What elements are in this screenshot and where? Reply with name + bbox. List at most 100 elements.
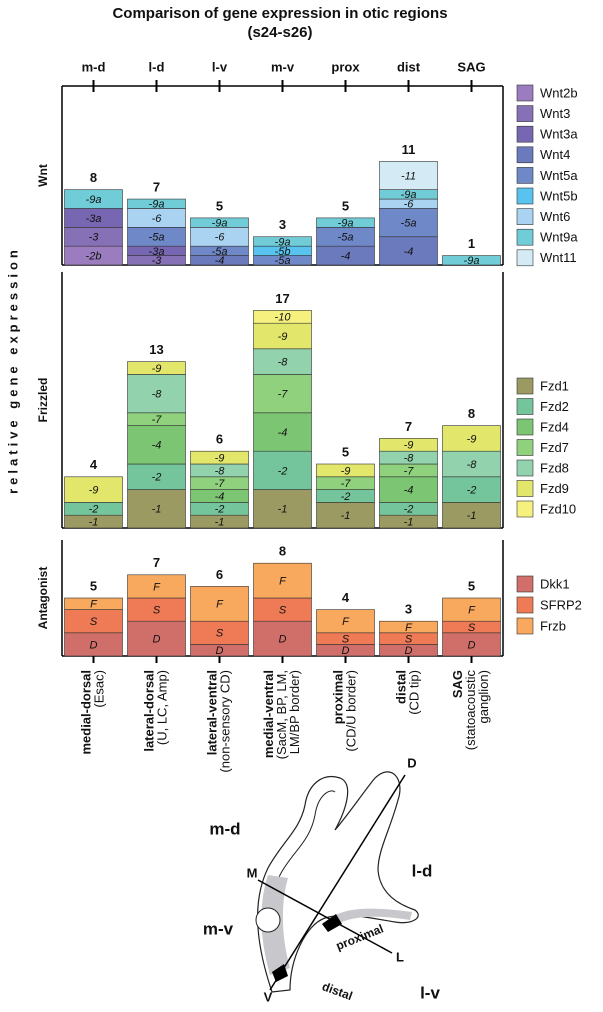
total-label: 8 (90, 170, 97, 185)
segment-label: F (342, 616, 350, 628)
x-tick-label: m-d (82, 59, 106, 74)
region-note: LM/BP border) (287, 670, 302, 754)
region-note: ganglion) (476, 670, 491, 724)
segment-label: -1 (89, 517, 99, 529)
total-label: 5 (342, 198, 349, 213)
segment (253, 412, 312, 452)
segment-label: -4 (404, 246, 414, 258)
segment (379, 476, 438, 503)
total-label: 8 (279, 544, 286, 559)
total-label: 1 (468, 236, 475, 251)
x-tick-label: SAG (457, 59, 485, 74)
legend-label: Wnt5a (540, 168, 578, 183)
segment-label: -1 (404, 517, 414, 529)
segment-label: -6 (215, 232, 226, 244)
total-label: 6 (216, 567, 223, 582)
total-label: 7 (153, 179, 160, 194)
segment-label: -9a (401, 189, 417, 201)
legend-swatch (516, 398, 534, 415)
region-name: medial-ventral (261, 670, 276, 758)
segment-label: -9 (278, 331, 288, 343)
segment-label: -1 (341, 510, 351, 522)
segment-label: -2b (86, 250, 102, 262)
segment (316, 502, 375, 529)
total-label: 4 (90, 457, 98, 472)
segment-label: D (342, 645, 350, 657)
segment-label: -6 (404, 199, 415, 211)
segment (316, 609, 375, 634)
segment (127, 198, 186, 209)
segment-label: -9a (149, 199, 165, 211)
diagram-label: l-d (412, 861, 433, 880)
segment-label: S (90, 616, 98, 628)
diagram-label: m-v (203, 919, 234, 938)
x-tick-label: l-d (149, 59, 165, 74)
legend-label: Dkk1 (540, 576, 570, 591)
segment (127, 463, 186, 490)
diagram-label: l-v (420, 983, 440, 1002)
segment-label: -9a (86, 194, 102, 206)
segment-label: -8 (404, 453, 415, 465)
legend-label: Fzd9 (540, 481, 569, 496)
axis-ml (257, 879, 393, 954)
segment (64, 189, 123, 209)
segment-label: S (468, 622, 476, 634)
title: Comparison of gene expression in otic re… (112, 5, 447, 22)
segment-label: -7 (152, 414, 163, 426)
segment-label: -7 (215, 478, 226, 490)
segment-label: -6 (152, 213, 163, 225)
segment-label: -3 (89, 232, 100, 244)
legend-swatch (516, 249, 534, 267)
segment (253, 322, 312, 350)
segment-label: -1 (278, 504, 288, 516)
legend-label: Fzd2 (540, 399, 569, 414)
total-label: 11 (402, 142, 416, 157)
legend-label: Wnt3 (540, 106, 570, 121)
legend-label: Wnt3a (540, 127, 578, 142)
segment (190, 450, 249, 465)
total-label: 5 (468, 578, 475, 593)
segment-label: D (468, 639, 476, 651)
legend-swatch (516, 575, 534, 593)
total-label: 6 (216, 432, 223, 447)
total-label: 3 (279, 217, 286, 232)
segment (127, 489, 186, 529)
legend-label: Wnt6 (540, 209, 570, 224)
segment-label: -4 (341, 250, 351, 262)
segment-label: -5a (401, 218, 417, 230)
x-tick-label: l-v (212, 59, 228, 74)
segment-label: -1 (152, 504, 162, 516)
segment (442, 476, 501, 503)
segment-label: -4 (278, 427, 288, 439)
panel-label: Wnt (36, 164, 50, 187)
segment-label: -8 (215, 465, 226, 477)
segment-label: -5a (338, 232, 354, 244)
segment (442, 450, 501, 478)
legend-label: Fzd4 (540, 419, 569, 434)
segment-label: -2 (89, 504, 99, 516)
segment (127, 374, 186, 414)
legend-swatch (516, 418, 534, 436)
segment-label: -7 (404, 465, 415, 477)
legend-swatch (516, 84, 534, 102)
total-label: 5 (342, 444, 349, 459)
segment (127, 425, 186, 465)
total-label: 7 (405, 419, 412, 434)
segment (64, 597, 123, 610)
circle (255, 907, 281, 933)
segment-label: -2 (215, 504, 225, 516)
panel-label: Frizzled (36, 378, 50, 423)
segment-label: -10 (275, 312, 292, 324)
total-label: 5 (216, 198, 223, 213)
segment-label: -2 (278, 465, 288, 477)
total-label: 5 (90, 578, 97, 593)
segment-label: D (216, 645, 224, 657)
subtitle: (s24-s26) (247, 24, 312, 41)
legend-swatch (516, 187, 534, 205)
segment-label: F (468, 605, 476, 617)
total-label: 13 (149, 342, 163, 357)
legend-swatch (516, 208, 534, 225)
segment-label: S (216, 628, 224, 640)
shade (330, 908, 412, 925)
segment (379, 208, 438, 238)
